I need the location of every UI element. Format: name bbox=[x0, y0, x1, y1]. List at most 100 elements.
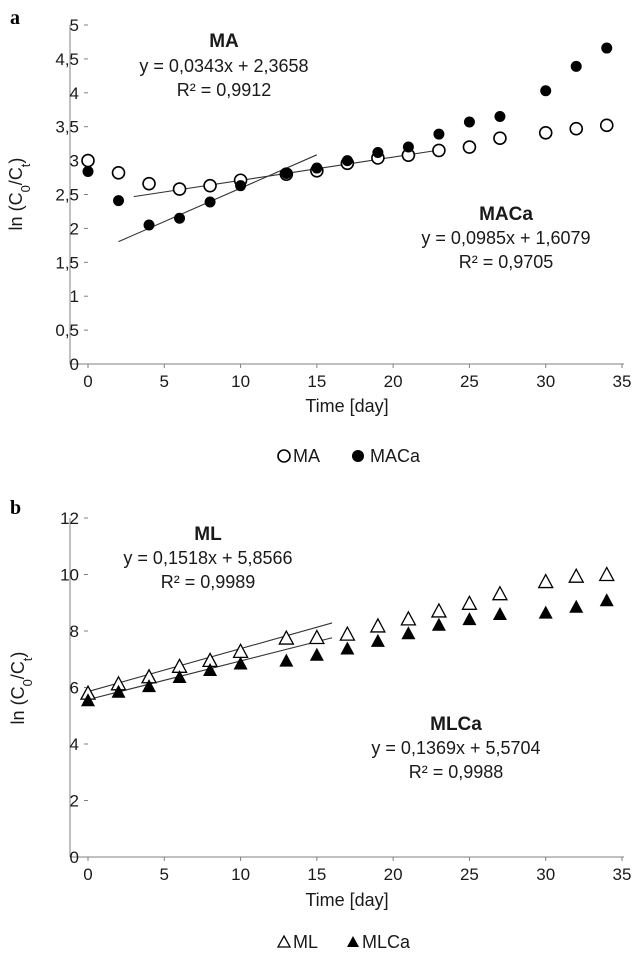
x-tick-label: 25 bbox=[460, 372, 479, 391]
legend-maca-marker bbox=[352, 450, 364, 462]
point-mlca bbox=[172, 670, 187, 684]
y-tick-label: 0 bbox=[70, 355, 79, 374]
y-tick-label: 1,5 bbox=[55, 253, 79, 272]
point-ma bbox=[203, 178, 217, 193]
panel-a-chart: a 0 0,5 1 1,5 2 2,5 3 3,5 4 4,5 5 0 5 10 15 20 25 30 35 l… bbox=[6, 7, 631, 466]
y-tick-label: 4 bbox=[70, 735, 79, 754]
panel-a-legend: MA MACa bbox=[277, 446, 421, 466]
panel-a-y-axis-label: ln (C0/Ct) bbox=[6, 158, 33, 231]
x-tick-label: 10 bbox=[231, 865, 250, 884]
point-ma bbox=[569, 121, 584, 136]
point-maca bbox=[341, 155, 353, 167]
x-tick-label: 20 bbox=[384, 865, 403, 884]
ml-trend-equation: y = 0,1518x + 5,8566 bbox=[123, 548, 292, 568]
point-mlca bbox=[370, 633, 385, 647]
y-tick-label: 3,5 bbox=[55, 118, 79, 137]
point-maca bbox=[601, 42, 613, 54]
x-tick-label: 5 bbox=[160, 372, 169, 391]
legend-ml-marker bbox=[276, 934, 292, 948]
x-tick-label: 35 bbox=[613, 372, 632, 391]
point-ml bbox=[430, 602, 448, 618]
point-maca bbox=[311, 162, 323, 174]
point-maca bbox=[204, 196, 216, 208]
point-mlca bbox=[599, 593, 614, 607]
maca-trend-title: MACa bbox=[479, 204, 533, 225]
mlca-trend-r2: R² = 0,9988 bbox=[409, 762, 504, 782]
ml-trend-title: ML bbox=[194, 524, 222, 545]
point-ma bbox=[142, 176, 156, 191]
point-mlca bbox=[462, 612, 477, 626]
point-maca bbox=[463, 116, 475, 128]
point-maca bbox=[143, 219, 155, 231]
legend-mlca-label: MLCa bbox=[362, 932, 411, 952]
panel-b-chart: b 0 2 4 6 8 10 12 0 5 10 15 20 25 30 35 ln (C0/Ct) Ti… bbox=[8, 497, 631, 952]
point-ma bbox=[111, 166, 126, 180]
point-maca bbox=[570, 60, 582, 72]
point-maca bbox=[280, 167, 292, 179]
point-ml bbox=[308, 629, 325, 645]
panel-b-legend: ML MLCa bbox=[276, 932, 411, 952]
point-maca bbox=[174, 212, 186, 224]
point-mlca bbox=[233, 656, 248, 670]
point-maca bbox=[372, 146, 384, 158]
point-maca bbox=[433, 128, 445, 140]
point-maca bbox=[235, 180, 247, 192]
legend-ml-label: ML bbox=[293, 932, 318, 952]
point-ml bbox=[278, 629, 295, 645]
x-tick-label: 0 bbox=[83, 372, 92, 391]
point-ml bbox=[461, 594, 478, 610]
y-tick-label: 6 bbox=[70, 679, 79, 698]
x-tick-label: 20 bbox=[384, 372, 403, 391]
point-ml bbox=[232, 642, 249, 658]
point-mlca bbox=[142, 679, 157, 693]
maca-trend-equation: y = 0,0985x + 1,6079 bbox=[421, 228, 590, 248]
y-tick-label: 2 bbox=[70, 219, 79, 238]
y-tick-label: 12 bbox=[60, 509, 79, 528]
panel-b-x-axis-label: Time [day] bbox=[305, 890, 388, 910]
legend-maca-label: MACa bbox=[370, 446, 421, 466]
point-ml bbox=[491, 585, 509, 601]
x-tick-label: 35 bbox=[613, 865, 632, 884]
point-mlca bbox=[279, 653, 294, 667]
y-tick-label: 8 bbox=[70, 622, 79, 641]
point-ml bbox=[568, 567, 585, 583]
point-ml bbox=[400, 610, 417, 626]
y-tick-label: 2,5 bbox=[55, 186, 79, 205]
legend-ma-label: MA bbox=[293, 446, 320, 466]
y-tick-label: 0,5 bbox=[55, 321, 79, 340]
point-maca bbox=[540, 85, 552, 97]
point-mlca bbox=[111, 684, 126, 698]
x-tick-label: 15 bbox=[307, 865, 326, 884]
point-ml bbox=[537, 573, 554, 589]
x-tick-label: 5 bbox=[160, 865, 169, 884]
point-mlca bbox=[569, 599, 584, 613]
legend-mlca-marker bbox=[347, 936, 359, 947]
panel-b-y-axis-label: ln (C0/Ct) bbox=[8, 652, 35, 725]
point-mlca bbox=[431, 617, 446, 631]
x-tick-label: 25 bbox=[460, 865, 479, 884]
mlca-trend-equation: y = 0,1369x + 5,5704 bbox=[371, 738, 540, 758]
x-tick-label: 30 bbox=[536, 865, 555, 884]
x-tick-label: 0 bbox=[83, 865, 92, 884]
point-mlca bbox=[401, 626, 416, 640]
panel-b-label: b bbox=[10, 497, 21, 519]
panel-a-label: a bbox=[10, 7, 20, 29]
point-ml bbox=[369, 617, 386, 633]
point-mlca bbox=[340, 641, 355, 655]
y-tick-label: 4 bbox=[70, 84, 79, 103]
ma-trend-r2: R² = 0,9912 bbox=[177, 80, 272, 100]
y-tick-label: 1 bbox=[70, 287, 79, 306]
maca-trend-r2: R² = 0,9705 bbox=[459, 252, 554, 272]
point-ma bbox=[462, 140, 477, 154]
point-mlca bbox=[538, 605, 553, 619]
point-ml bbox=[598, 566, 615, 582]
ma-trend-title: MA bbox=[209, 31, 239, 52]
y-tick-label: 4,5 bbox=[55, 50, 79, 69]
point-ma bbox=[432, 143, 446, 158]
point-mlca bbox=[309, 647, 324, 661]
y-tick-label: 3 bbox=[70, 152, 79, 171]
point-ml bbox=[339, 625, 356, 641]
point-ma bbox=[172, 182, 187, 196]
point-mlca bbox=[492, 607, 507, 621]
